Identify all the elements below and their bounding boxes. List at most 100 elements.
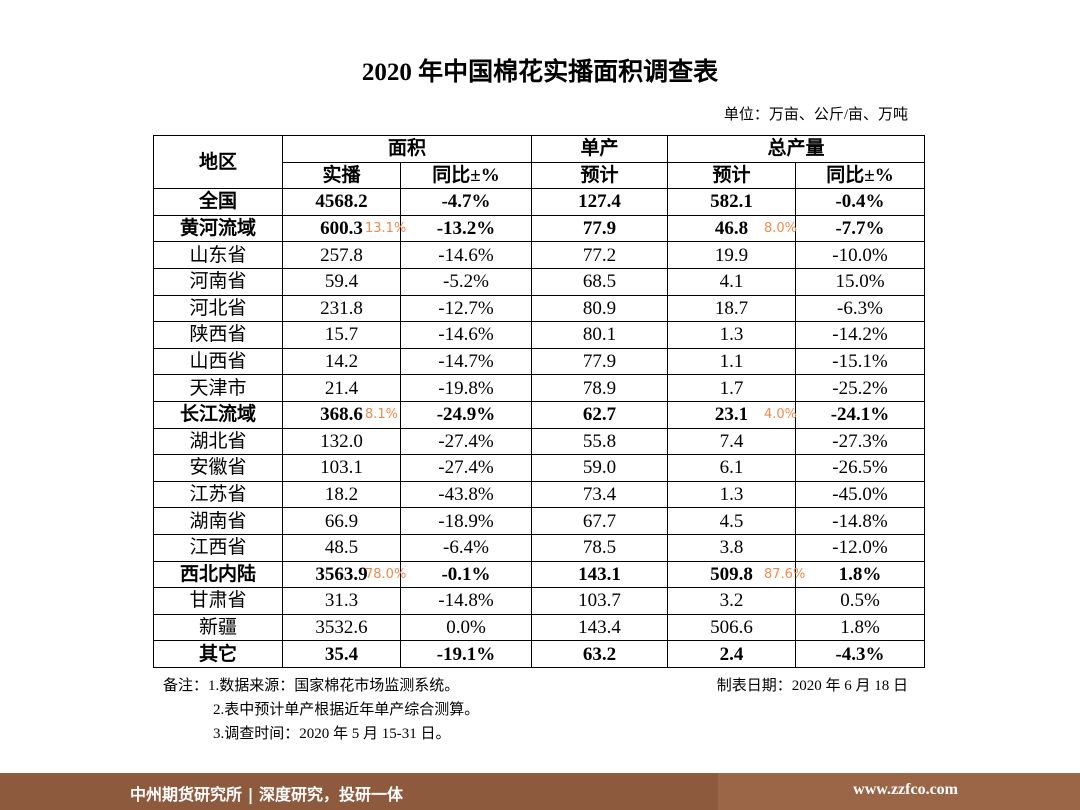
table-cell: 山东省 — [153, 241, 283, 269]
table-cell: 21.4 — [282, 374, 401, 402]
table-cell: 63.2 — [531, 640, 668, 668]
header-row: 地区 面积 单产 总产量 — [153, 134, 925, 190]
footer-bar — [718, 773, 1080, 810]
table-row: 江苏省 18.2 -43.8% 73.4 1.3 -45.0% — [153, 480, 925, 509]
table-cell: 68.5 — [531, 267, 668, 296]
table-row: 新疆 3532.6 0.0% 143.4 506.6 1.8% — [153, 613, 925, 642]
table-row: 陕西省 15.7 -14.6% 80.1 1.3 -14.2% — [153, 321, 925, 349]
table-cell: 西北内陆 — [153, 560, 283, 589]
table-cell: 506.6 — [667, 613, 796, 642]
table-cell: 天津市 — [153, 374, 283, 402]
table-cell: 46.8 8.0% — [667, 214, 798, 243]
header-cell: 同比±% — [400, 161, 532, 190]
table-cell: 1.1 — [667, 347, 796, 376]
note: 2.表中预计单产根据近年单产综合测算。 — [213, 702, 480, 718]
table-cell: -12.7% — [400, 294, 532, 323]
table-cell: 77.2 — [531, 241, 668, 269]
table-cell: -45.0% — [795, 480, 925, 509]
table-cell: 0.0% — [400, 613, 532, 642]
table-cell: -26.5% — [795, 454, 925, 482]
table-row: 河北省 231.8 -12.7% 80.9 18.7 -6.3% — [153, 294, 925, 323]
table-cell: 143.4 — [531, 613, 668, 642]
table-cell: -14.6% — [400, 241, 532, 269]
table-cell: -25.2% — [795, 374, 925, 402]
table-row: 甘肃省 31.3 -14.8% 103.7 3.2 0.5% — [153, 587, 925, 615]
table-row: 全国 4568.2 -4.7% 127.4 582.1 -0.4% — [153, 188, 925, 216]
table-cell: 1.3 — [667, 321, 796, 349]
table-cell: 4.1 — [667, 267, 796, 296]
header-row: 实播 同比±% 预计 预计 同比±% — [154, 161, 925, 190]
table-cell: -10.0% — [795, 241, 925, 269]
table-cell: 甘肃省 — [153, 587, 283, 615]
header-cell: 预计 — [667, 161, 796, 190]
header-cell: 面积 — [282, 135, 532, 163]
table-cell: 59.0 — [531, 454, 668, 482]
table-cell: 0.5% — [795, 587, 925, 615]
output-share: 8.0% — [764, 220, 798, 236]
table-cell: 67.7 — [531, 507, 668, 535]
table-cell: 湖北省 — [153, 427, 283, 456]
table-cell: 127.4 — [531, 188, 668, 216]
table-cell: 103.1 — [282, 454, 401, 482]
table-cell: 7.4 — [667, 427, 796, 456]
table-row: 西北内陆 3563.9 78.0% -0.1% 143.1 509.8 87.6% 1.8% — [153, 560, 925, 589]
header-cell: 地区 — [153, 134, 283, 190]
area-share: 78.0% — [365, 566, 407, 582]
table-cell: 582.1 — [667, 188, 796, 216]
table-cell: 77.9 — [531, 214, 668, 243]
note: 3.调查时间：2020 年 5 月 15-31 日。 — [213, 726, 451, 742]
table-cell: -19.8% — [400, 374, 532, 402]
table-row: 天津市 21.4 -19.8% 78.9 1.7 -25.2% — [153, 374, 925, 402]
header-cell: 单产 — [531, 135, 668, 163]
area-share: 13.1% — [365, 220, 407, 236]
table-cell: -14.2% — [795, 321, 925, 349]
header-cell: 实播 — [282, 161, 401, 190]
table-cell: 4568.2 — [282, 188, 401, 216]
table-cell: 3.8 — [667, 533, 796, 562]
table-cell: 4.5 — [667, 507, 796, 535]
table-row: 长江流域 368.6 8.1% -24.9% 62.7 23.1 4.0% -24.1% — [153, 400, 925, 429]
table-cell: 80.1 — [531, 321, 668, 349]
table-cell: 73.4 — [531, 480, 668, 509]
table-cell: 600.3 13.1% — [282, 214, 406, 243]
table-cell: 77.9 — [531, 347, 668, 376]
table-cell: -18.9% — [400, 507, 532, 535]
table-cell: 143.1 — [531, 560, 668, 589]
table-cell: -7.7% — [795, 214, 925, 243]
table-cell: 河北省 — [153, 294, 283, 323]
table-cell: 231.8 — [282, 294, 401, 323]
table-cell: 3563.9 78.0% — [282, 560, 406, 589]
table-cell: -27.3% — [795, 427, 925, 456]
table-cell: 509.8 87.6% — [667, 560, 805, 589]
table-cell: 其它 — [153, 640, 283, 668]
table-cell: -13.2% — [400, 214, 532, 243]
table-cell: 55.8 — [531, 427, 668, 456]
table-cell: 6.1 — [667, 454, 796, 482]
table-cell: 山西省 — [153, 347, 283, 376]
table-cell: 黄河流域 — [153, 214, 283, 243]
table-cell: 59.4 — [282, 267, 401, 296]
table-cell: -24.9% — [400, 400, 532, 429]
table-row: 黄河流域 600.3 13.1% -13.2% 77.9 46.8 8.0% -7.7% — [153, 214, 925, 243]
table-cell: -0.1% — [400, 560, 532, 589]
table-row: 江西省 48.5 -6.4% 78.5 3.8 -12.0% — [153, 533, 925, 562]
area-share: 8.1% — [365, 406, 399, 422]
table-cell: -14.6% — [400, 321, 532, 349]
table-cell: 62.7 — [531, 400, 668, 429]
table-cell: 18.7 — [667, 294, 796, 323]
table-cell: 1.8% — [795, 560, 925, 589]
table-cell: 66.9 — [282, 507, 401, 535]
table-cell: -6.3% — [795, 294, 925, 323]
table-cell: -15.1% — [795, 347, 925, 376]
table-cell: -14.7% — [400, 347, 532, 376]
table-cell: 1.8% — [795, 613, 925, 642]
table: 地区 面积 单产 总产量 实播 同比±% 预计 预计 同比±% 全国 4568.2 -4.7% 127.… — [153, 134, 925, 668]
table-cell: 48.5 — [282, 533, 401, 562]
table-cell: 3.2 — [667, 587, 796, 615]
table-cell: 15.7 — [282, 321, 401, 349]
table-cell: -14.8% — [795, 507, 925, 535]
footer-right: www.zzfco.com — [853, 781, 958, 798]
table-cell: 103.7 — [531, 587, 668, 615]
table-cell: 1.7 — [667, 374, 796, 402]
